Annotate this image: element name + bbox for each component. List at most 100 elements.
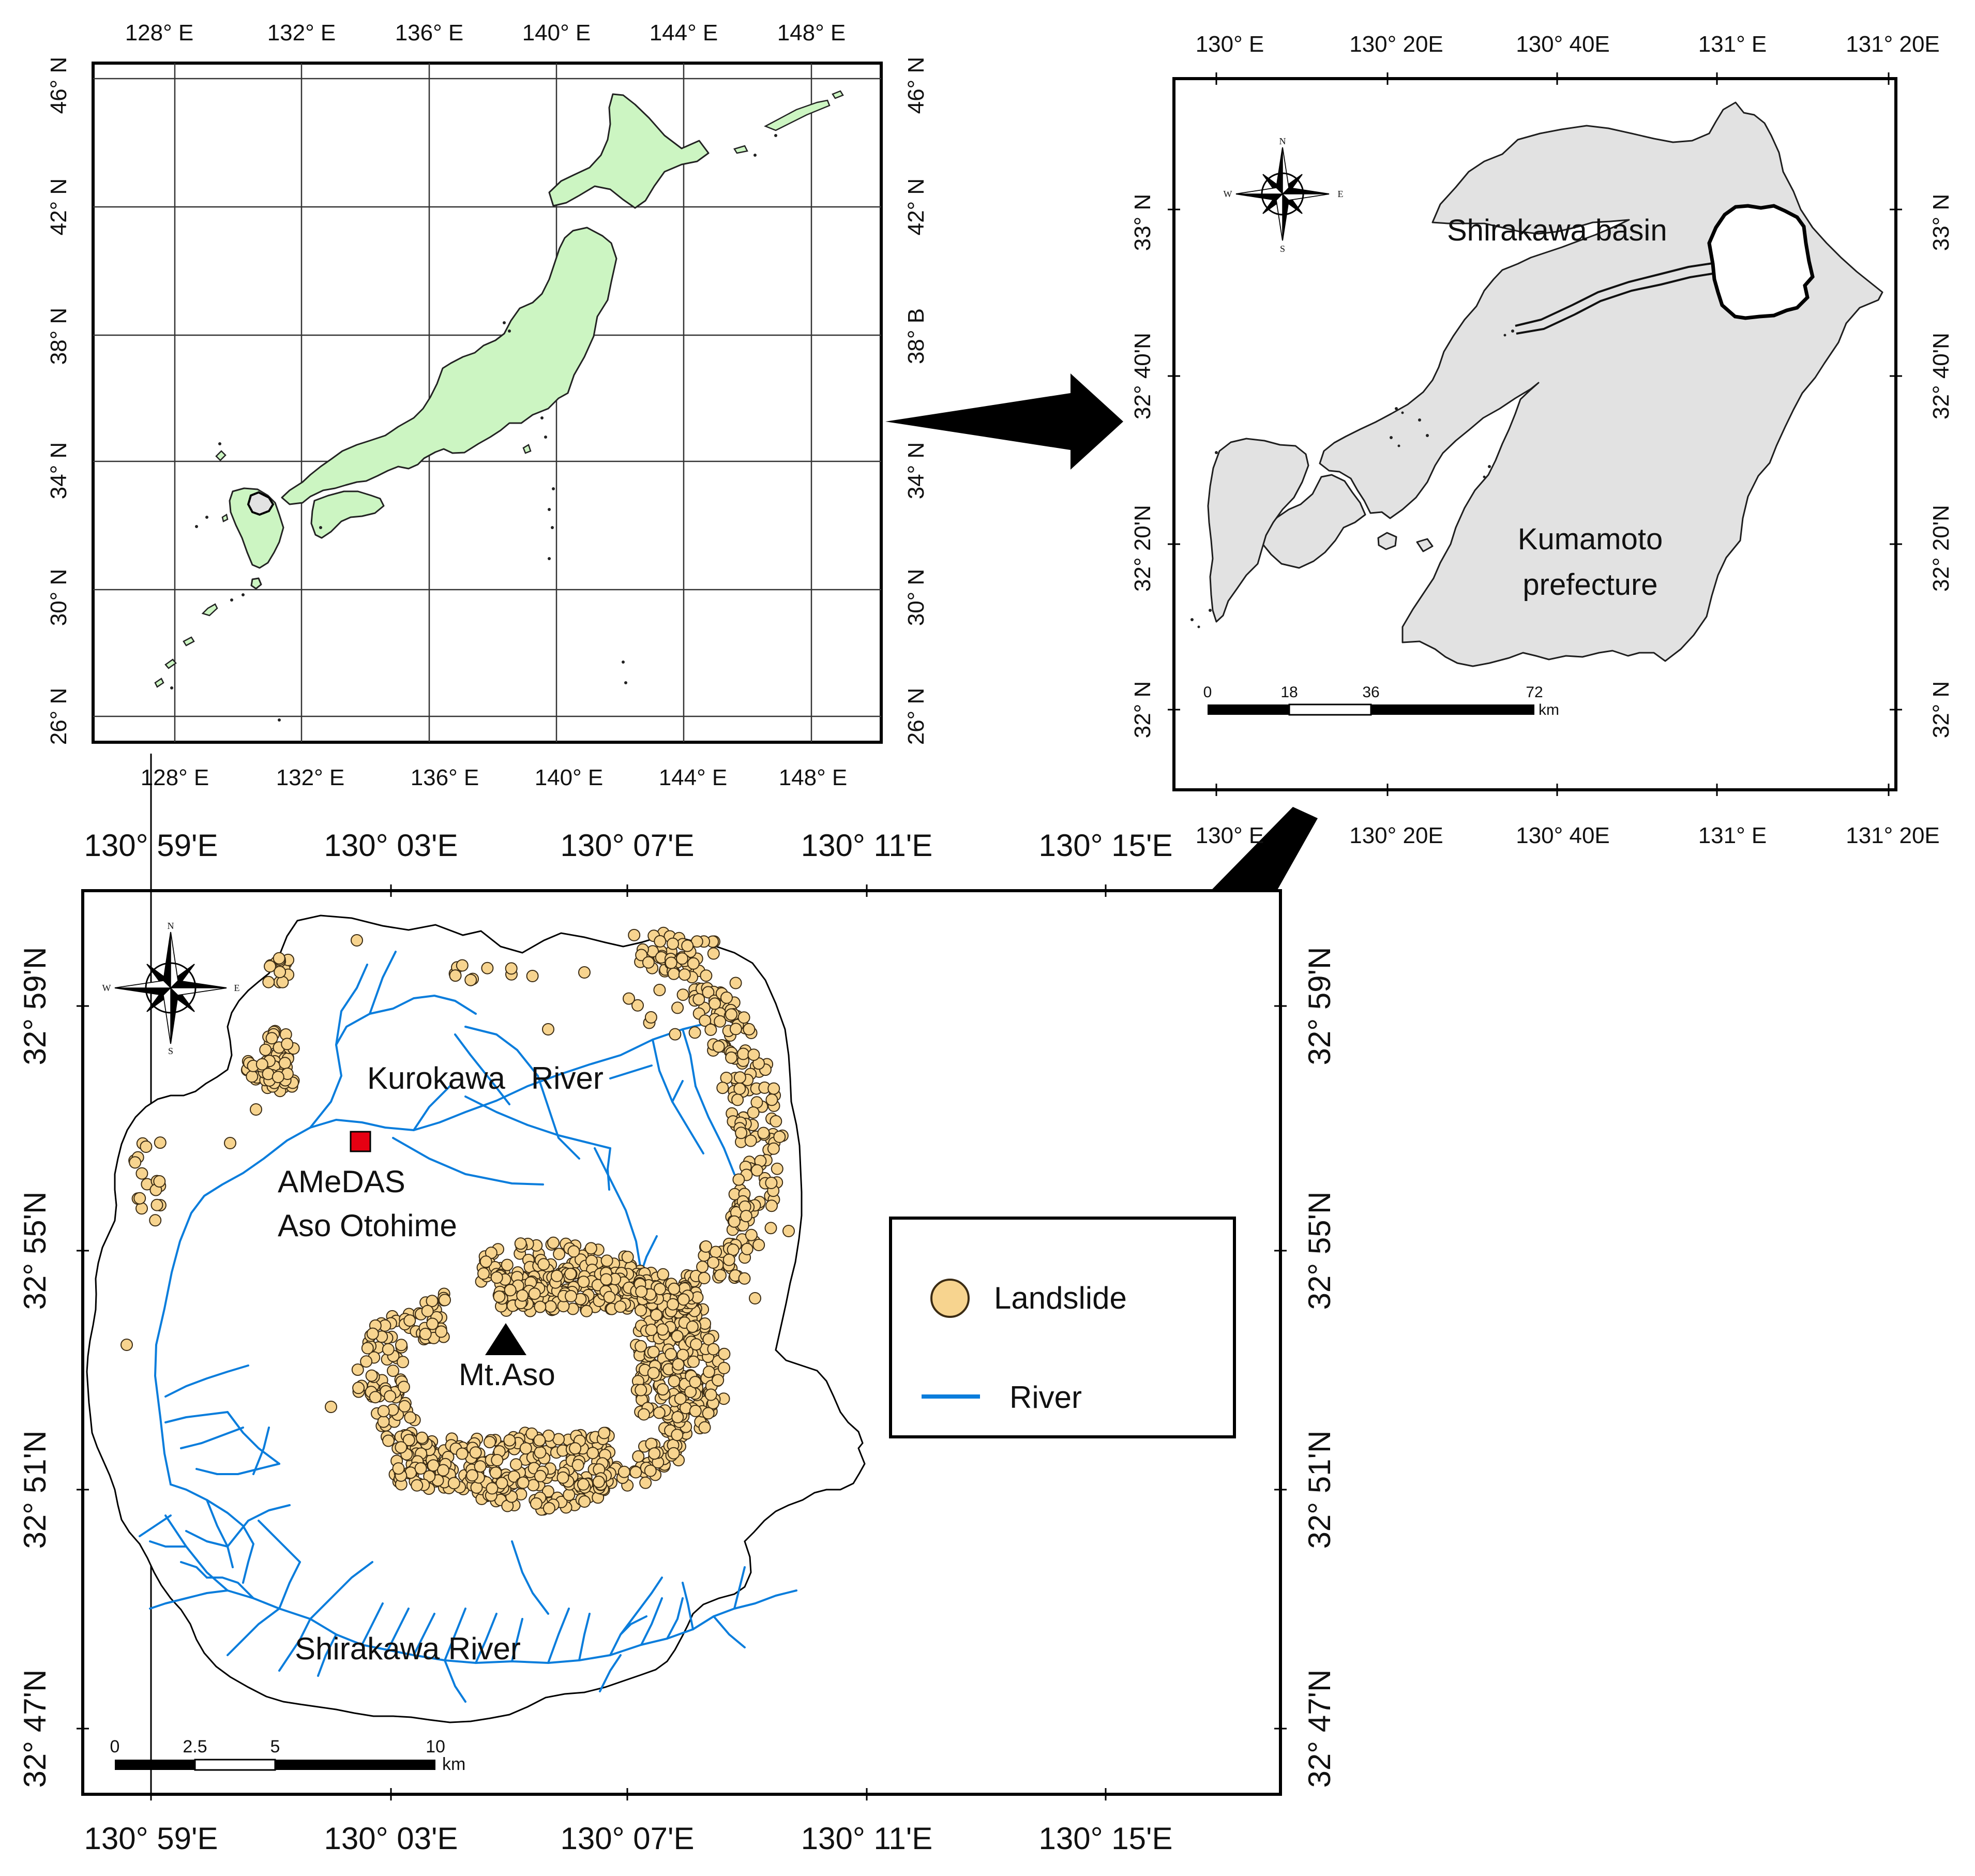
scale-tick-label: 0 xyxy=(1203,684,1212,701)
landslide-point xyxy=(712,1040,725,1053)
tick-label: 130° 11'E xyxy=(801,828,933,863)
tick-label: 130° E xyxy=(1196,823,1264,848)
landslide-point xyxy=(133,1192,146,1205)
japan-scattered-islets xyxy=(170,134,777,722)
tick-label: 128° E xyxy=(125,20,194,46)
landslide-point xyxy=(135,1167,148,1180)
tick-label: 32° 20'N xyxy=(1130,505,1155,592)
landslide-point xyxy=(421,1304,434,1317)
tick-label: 144° E xyxy=(650,20,718,46)
landslide-point xyxy=(692,993,705,1006)
tick-label: 131° E xyxy=(1698,823,1767,848)
study-area-outline xyxy=(247,491,275,516)
landslide-point xyxy=(490,1271,503,1284)
landslide-point xyxy=(382,1343,395,1356)
landslide-point xyxy=(720,991,733,1004)
river xyxy=(413,1613,435,1656)
landslide-point xyxy=(676,952,688,965)
landslide-point xyxy=(654,935,667,948)
japan-islands xyxy=(229,93,710,590)
landslide-point xyxy=(635,1285,648,1298)
landslide-point xyxy=(635,1304,647,1317)
landslide-point xyxy=(629,1466,642,1479)
landslide-point xyxy=(503,1434,516,1447)
landslide-point xyxy=(725,1008,737,1021)
landslide-point xyxy=(392,1462,405,1475)
landslide-point xyxy=(534,1469,547,1482)
tick-label: 32° 51'N xyxy=(18,1431,52,1549)
landslide-point xyxy=(702,986,715,999)
river xyxy=(392,1137,544,1185)
scale-tick-label: 5 xyxy=(270,1737,280,1757)
river xyxy=(227,1411,280,1465)
legend-landslide-label: Landslide xyxy=(994,1281,1127,1315)
landslide-point xyxy=(564,1268,577,1281)
aso-bottom-ticks: 130° 59'E 130° 03'E 130° 07'E 130° 11'E … xyxy=(84,1821,1173,1856)
landslide-point xyxy=(129,1156,142,1169)
landslide-point xyxy=(707,1256,720,1269)
landslide-point xyxy=(700,1240,712,1253)
landslide-point xyxy=(686,1320,699,1333)
landslide-point xyxy=(647,1345,660,1358)
landslide-point xyxy=(504,1284,517,1297)
landslide-point xyxy=(483,1436,496,1449)
island xyxy=(221,514,229,522)
landslide-point xyxy=(426,1295,439,1308)
tick-label: 32° 55'N xyxy=(18,1192,52,1310)
landslide-point xyxy=(743,1023,756,1035)
landslide-point xyxy=(397,1380,410,1393)
landslide-point xyxy=(149,1214,162,1227)
japan-left-ticks: 46° N 42° N 38° N 34° N 30° N 26° N xyxy=(46,57,71,745)
landslide-point xyxy=(246,1070,259,1083)
landslide-point xyxy=(745,1228,758,1241)
river xyxy=(206,1577,254,1599)
landslide-points xyxy=(120,926,795,1516)
landslide-point xyxy=(702,1365,715,1378)
landslide-point xyxy=(387,1364,399,1377)
landslide-point xyxy=(681,939,694,952)
landslide-point xyxy=(456,959,469,972)
landslide-point xyxy=(639,1476,652,1489)
landslide-point xyxy=(744,1134,757,1147)
landslide-point xyxy=(704,1388,717,1401)
landslide-point xyxy=(377,1415,390,1428)
compass-west-label: W xyxy=(1224,189,1232,199)
hokkaido-island xyxy=(548,93,710,209)
landslide-point xyxy=(505,962,518,975)
scale-unit-label: km xyxy=(442,1754,465,1774)
tick-label: 132° E xyxy=(267,20,336,46)
landslide-point xyxy=(644,1464,657,1477)
landslide-point xyxy=(718,1347,731,1360)
landslide-point xyxy=(737,1011,750,1024)
landslide-point xyxy=(648,1447,661,1460)
tick-label: 38° N xyxy=(46,308,71,365)
landslide-point xyxy=(365,1369,378,1382)
landslide-point xyxy=(435,1325,448,1338)
japan-bottom-ticks: 128° E 132° E 136° E 140° E 144° E 148° … xyxy=(141,765,848,790)
tick-label: 130° 40E xyxy=(1516,32,1610,57)
landslide-point xyxy=(481,962,494,974)
landslide-point xyxy=(731,1093,744,1106)
kumamoto-compass-rose: N S E W xyxy=(1224,136,1344,254)
shirakawa-basin-label: Shirakawa basin xyxy=(1447,214,1667,247)
landslide-point xyxy=(273,952,285,965)
tick-label: 38° B xyxy=(903,308,929,364)
landslide-point xyxy=(708,997,721,1010)
landslide-point xyxy=(140,1140,153,1153)
scale-tick-label: 36 xyxy=(1362,684,1379,701)
island xyxy=(832,90,844,99)
map-legend: Landslide River xyxy=(889,1217,1236,1438)
landslide-point xyxy=(632,1450,645,1463)
landslide-point xyxy=(671,1330,684,1343)
landslide-point xyxy=(456,1447,469,1460)
landslide-point xyxy=(534,1446,547,1459)
tick-label: 42° N xyxy=(903,178,929,236)
aso-right-ticks: 32° 59'N 32° 55'N 32° 51'N 32° 47'N xyxy=(1302,947,1337,1788)
tanegashima-island xyxy=(250,577,262,590)
landslide-point xyxy=(732,1173,745,1186)
river xyxy=(180,1427,244,1449)
scale-tick-label: 10 xyxy=(426,1737,445,1757)
amakusa-shimoshima xyxy=(1207,438,1309,623)
tick-label: 130° 15'E xyxy=(1039,828,1173,863)
landslide-point xyxy=(765,1093,778,1106)
